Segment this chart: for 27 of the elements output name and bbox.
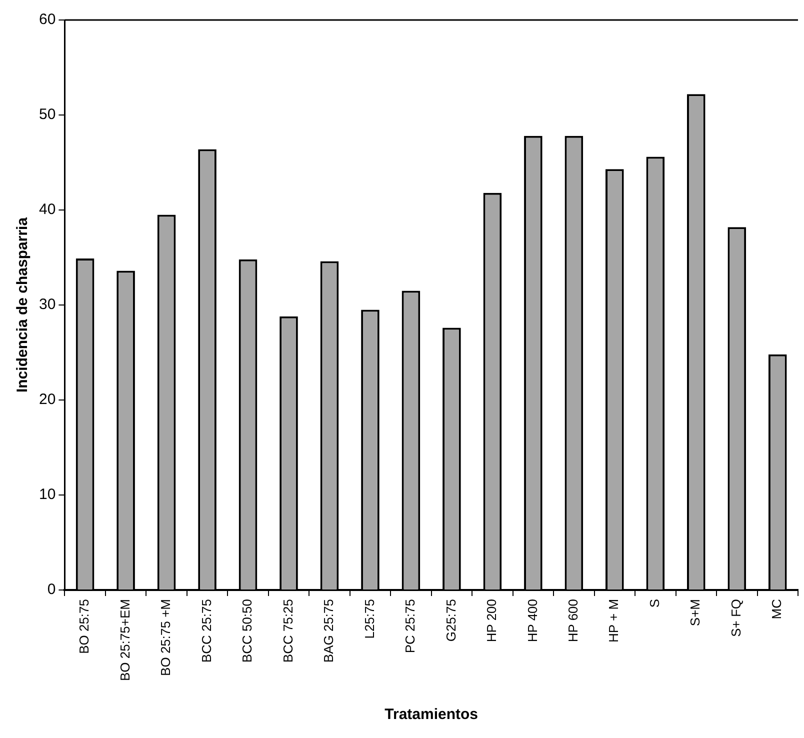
x-axis-title: Tratamientos xyxy=(384,706,478,724)
x-tick-label: BO 25:75+EM xyxy=(117,598,132,682)
x-tick-label: HP 200 xyxy=(484,598,500,642)
x-tick-label: BCC 75:25 xyxy=(280,598,296,663)
x-tick-label: S xyxy=(646,598,662,608)
x-tick-label: BAG 25:75 xyxy=(321,598,336,663)
x-tick-label: S+ FQ xyxy=(728,598,744,637)
x-tick-label: BCC 25:75 xyxy=(198,598,214,663)
y-axis-title: Incidencia de chasparria xyxy=(14,216,32,393)
y-tick-label: 30 xyxy=(38,296,56,314)
x-tick-label: BO 25:75 xyxy=(76,598,92,654)
x-tick-label: BO 25:75 +M xyxy=(158,598,174,676)
x-tick-label: HP 600 xyxy=(566,598,581,642)
y-tick-label: 60 xyxy=(38,11,56,28)
x-tick-label: HP + M xyxy=(606,598,622,642)
x-tick-label: S+M xyxy=(688,598,703,626)
x-tick-label: BCC 50:50 xyxy=(240,598,255,663)
y-tick-label: 40 xyxy=(38,201,56,218)
x-tick-label: L25:75 xyxy=(362,598,377,639)
x-tick-label: PC 25:75 xyxy=(402,598,418,654)
x-tick-label: G25:75 xyxy=(443,598,458,642)
y-tick-label: 0 xyxy=(47,581,56,598)
x-tick-label: HP 400 xyxy=(524,598,540,642)
y-tick-label: 50 xyxy=(38,106,56,124)
y-tick-label: 20 xyxy=(38,391,56,408)
x-tick-label: MC xyxy=(769,598,784,620)
y-tick-label: 10 xyxy=(38,486,56,504)
